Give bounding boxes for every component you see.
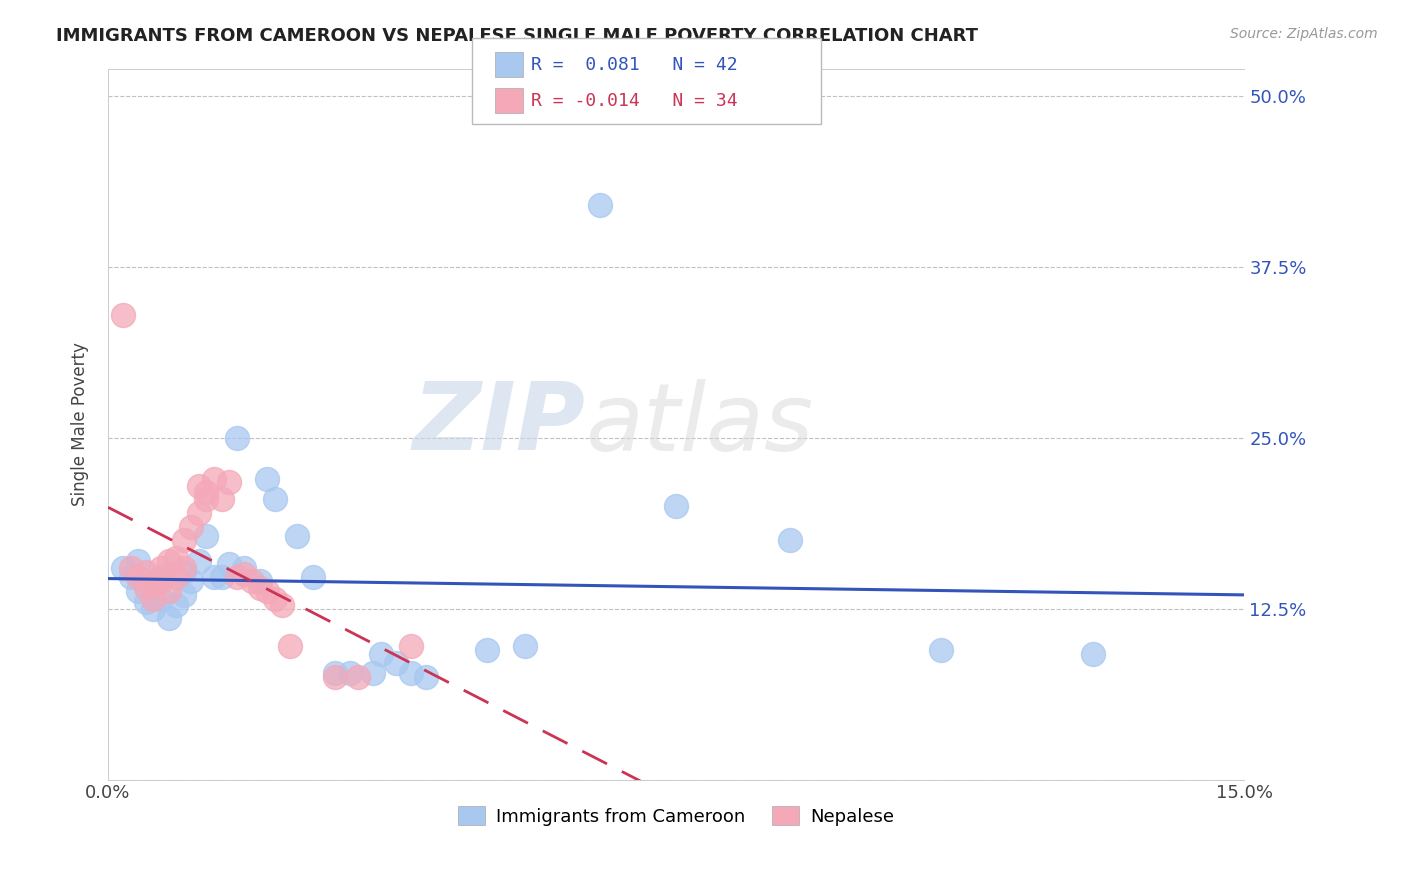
Legend: Immigrants from Cameroon, Nepalese: Immigrants from Cameroon, Nepalese	[449, 797, 903, 835]
Point	[165, 551, 187, 566]
Point	[150, 570, 173, 584]
Point	[271, 598, 294, 612]
Y-axis label: Single Male Poverty: Single Male Poverty	[72, 343, 89, 506]
Point	[256, 472, 278, 486]
Text: R =  0.081   N = 42: R = 0.081 N = 42	[531, 56, 738, 74]
Point	[127, 583, 149, 598]
Point	[173, 565, 195, 579]
Point	[399, 665, 422, 680]
Point	[120, 570, 142, 584]
Point	[233, 560, 256, 574]
Point	[180, 519, 202, 533]
Point	[180, 574, 202, 589]
Point	[187, 478, 209, 492]
Point	[135, 578, 157, 592]
Point	[370, 647, 392, 661]
Point	[173, 560, 195, 574]
Text: ZIP: ZIP	[412, 378, 585, 470]
Point	[187, 506, 209, 520]
Point	[249, 574, 271, 589]
Point	[195, 485, 218, 500]
Point	[112, 560, 135, 574]
Point	[278, 639, 301, 653]
Point	[165, 598, 187, 612]
Point	[112, 308, 135, 322]
Point	[135, 565, 157, 579]
Point	[127, 570, 149, 584]
Text: IMMIGRANTS FROM CAMEROON VS NEPALESE SINGLE MALE POVERTY CORRELATION CHART: IMMIGRANTS FROM CAMEROON VS NEPALESE SIN…	[56, 27, 979, 45]
Point	[347, 670, 370, 684]
Point	[211, 492, 233, 507]
Point	[142, 578, 165, 592]
Point	[135, 581, 157, 595]
Point	[202, 570, 225, 584]
Point	[339, 665, 361, 680]
Point	[415, 670, 437, 684]
Point	[218, 475, 240, 489]
Point	[157, 611, 180, 625]
Point	[173, 588, 195, 602]
Point	[301, 570, 323, 584]
Point	[249, 581, 271, 595]
Point	[142, 592, 165, 607]
Point	[195, 529, 218, 543]
Point	[157, 567, 180, 582]
Point	[127, 554, 149, 568]
Point	[361, 665, 384, 680]
Point	[323, 665, 346, 680]
Point	[323, 670, 346, 684]
Point	[233, 567, 256, 582]
Point	[202, 472, 225, 486]
Point	[195, 492, 218, 507]
Text: atlas: atlas	[585, 378, 814, 469]
Point	[142, 574, 165, 589]
Point	[120, 560, 142, 574]
Point	[165, 570, 187, 584]
Text: Source: ZipAtlas.com: Source: ZipAtlas.com	[1230, 27, 1378, 41]
Point	[142, 601, 165, 615]
Point	[150, 560, 173, 574]
Point	[150, 574, 173, 589]
Point	[513, 639, 536, 653]
Point	[173, 533, 195, 548]
Point	[187, 554, 209, 568]
Point	[665, 499, 688, 513]
Point	[385, 657, 408, 671]
Point	[256, 583, 278, 598]
Point	[150, 592, 173, 607]
Point	[287, 529, 309, 543]
Point	[263, 492, 285, 507]
Point	[135, 595, 157, 609]
Point	[399, 639, 422, 653]
Point	[589, 198, 612, 212]
Point	[218, 557, 240, 571]
Point	[157, 554, 180, 568]
Point	[1081, 647, 1104, 661]
Point	[211, 570, 233, 584]
Point	[240, 574, 263, 589]
Point	[225, 570, 247, 584]
Point	[263, 592, 285, 607]
Point	[225, 431, 247, 445]
Point	[931, 642, 953, 657]
Text: R = -0.014   N = 34: R = -0.014 N = 34	[531, 92, 738, 110]
Point	[475, 642, 498, 657]
Point	[157, 583, 180, 598]
Point	[779, 533, 801, 548]
